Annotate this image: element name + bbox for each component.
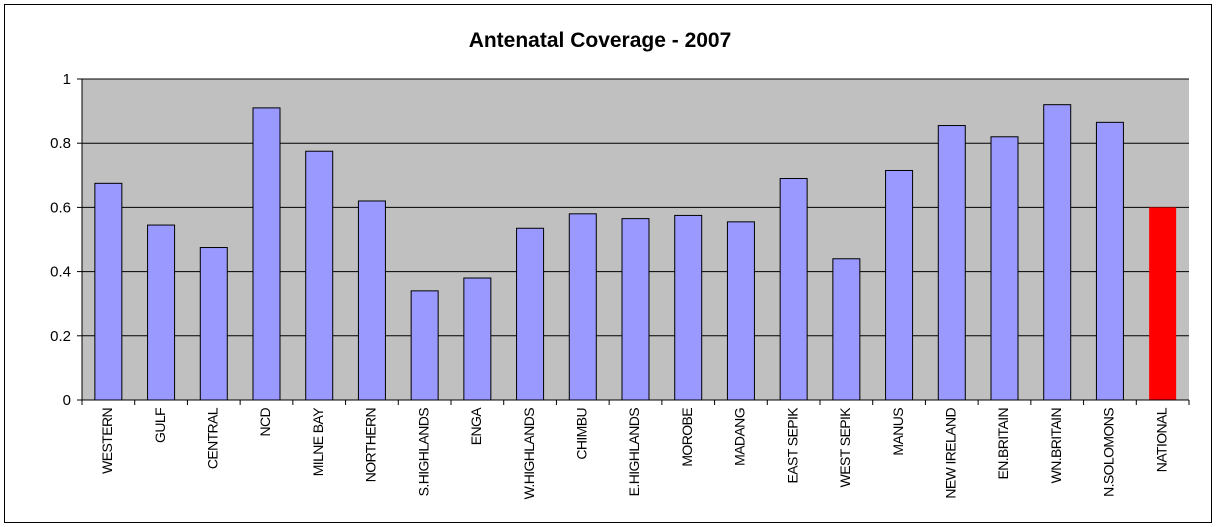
x-category-label: NCD [257, 408, 273, 437]
x-category-label: MADANG [732, 408, 748, 466]
x-category-label: W.HIGHLANDS [521, 408, 537, 500]
bar-central [199, 247, 228, 401]
y-tick-label: 0.6 [50, 199, 71, 216]
bar-chimbu [568, 213, 597, 401]
y-tick-label: 0.8 [50, 135, 71, 152]
bar-s-highlands [410, 290, 439, 401]
chart-title: Antenatal Coverage - 2007 [469, 29, 732, 52]
x-category-label: CHIMBU [573, 408, 589, 460]
x-category-label: WEST SEPIK [837, 407, 853, 488]
bar-chart: Antenatal Coverage - 2007 0 0.2 0.4 0.6 0.8 1… [50, 29, 1190, 500]
x-category-label: CENTRAL [204, 407, 220, 469]
x-category-label: E.HIGHLANDS [626, 408, 642, 497]
x-category-label: MOROBE [679, 408, 695, 467]
x-category-label: WESTERN [99, 408, 115, 474]
bar-e-highlands [621, 218, 650, 401]
x-axis-labels: WESTERN GULF CENTRAL NCD MILNE BAY NORTHERN S.… [99, 407, 1169, 500]
x-category-label: NEW IRELAND [942, 408, 958, 499]
bar-milne-bay [305, 150, 334, 401]
bar-en-britain [990, 136, 1019, 401]
chart-frame: Antenatal Coverage - 2007 0 0.2 0.4 0.6 0.8 1… [4, 4, 1212, 523]
x-category-label: MANUS [890, 408, 906, 456]
bar-western [94, 182, 123, 401]
bar-w-highlands [516, 227, 545, 401]
x-axis-ticks [81, 400, 1190, 405]
x-category-label: S.HIGHLANDS [415, 408, 431, 497]
bar-west-sepik [832, 258, 861, 401]
y-axis-ticks: 0 0.2 0.4 0.6 0.8 1 [50, 71, 82, 409]
bar-enga [463, 277, 492, 401]
x-category-label: NATIONAL [1153, 407, 1169, 472]
y-tick-label: 1 [63, 71, 71, 88]
bars [94, 104, 1177, 401]
bar-ncd [252, 107, 281, 401]
y-tick-label: 0 [63, 392, 71, 409]
bar-east-sepik [779, 178, 808, 401]
x-category-label: ENGA [468, 407, 484, 446]
bar-manus [885, 169, 914, 401]
bar-wn-britain [1043, 104, 1072, 401]
bar-morobe [674, 214, 703, 401]
x-category-label: N.SOLOMONS [1101, 408, 1117, 497]
bar-madang [726, 221, 755, 401]
y-tick-label: 0.4 [50, 264, 71, 281]
x-category-label: MILNE BAY [310, 407, 326, 477]
bar-gulf [147, 224, 176, 401]
bar-new-ireland [937, 125, 966, 401]
x-category-label: EAST SEPIK [784, 407, 800, 484]
x-category-label: WN.BRITAIN [1048, 408, 1064, 483]
bar-n-solomons [1095, 121, 1124, 401]
y-tick-label: 0.2 [50, 328, 71, 345]
bar-northern [357, 200, 386, 401]
bar-national [1149, 207, 1177, 400]
x-category-label: GULF [152, 408, 168, 443]
x-category-label: EN.BRITAIN [995, 408, 1011, 480]
x-category-label: NORTHERN [363, 408, 379, 482]
